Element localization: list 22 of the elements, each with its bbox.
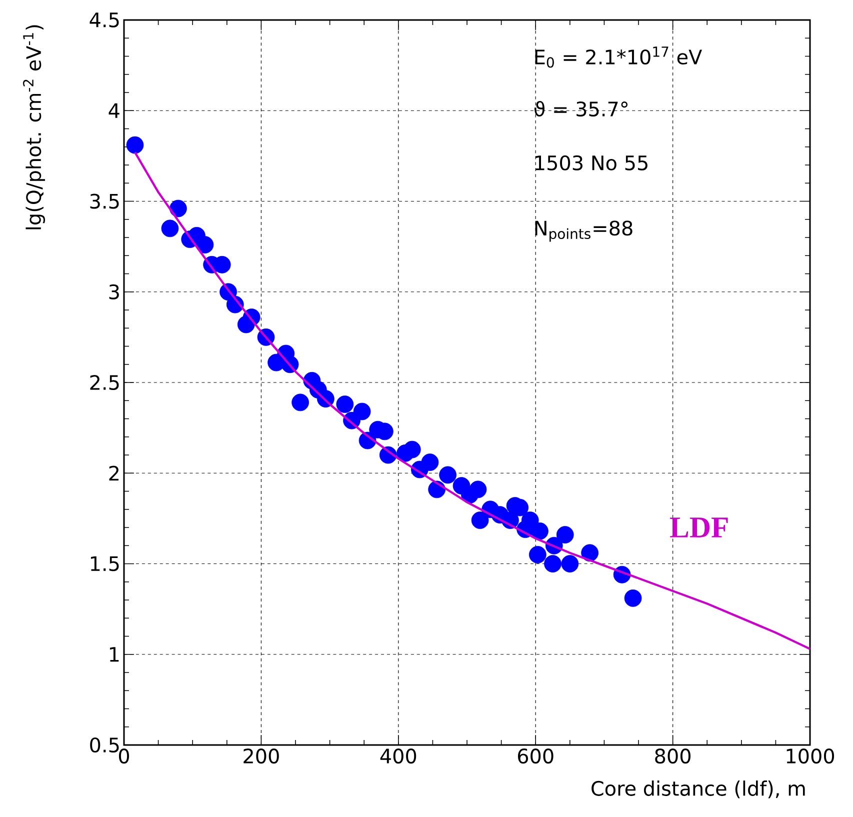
- y-axis-title: lg(Q/phot. cm$^{-2}$ eV$^{-1}$): [23, 25, 46, 230]
- x-tick-label: 200: [244, 748, 279, 764]
- x-tick-label: 0: [118, 748, 130, 764]
- x-tick-label: 1000: [786, 748, 834, 764]
- y-tick-label: 1.5: [90, 556, 119, 572]
- annotation: ϑ = 35.7°: [534, 100, 628, 117]
- y-tick-label: 1: [110, 647, 119, 662]
- x-tick-label: 600: [518, 748, 554, 764]
- y-tick-label: 3.5: [90, 194, 119, 209]
- y-tick-label: 3: [109, 284, 119, 300]
- y-tick-label: 4: [108, 103, 120, 118]
- y-tick-label: 2: [109, 466, 118, 481]
- y-tick-label: 0.5: [90, 737, 119, 753]
- x-axis-title: Core distance (ldf), m: [592, 780, 805, 798]
- annotation: E$_{0}$ = 2.1*10$^{17}$ eV: [535, 46, 702, 68]
- x-tick-label: 400: [380, 748, 416, 764]
- y-tick-label: 2.5: [90, 374, 119, 390]
- annotation: 1503 No 55: [536, 155, 648, 170]
- x-tick-label: 800: [655, 748, 690, 764]
- series-label: LDF: [670, 518, 728, 538]
- y-tick-label: 4.5: [90, 12, 119, 28]
- annotation: N$_{points}$=88: [535, 220, 632, 242]
